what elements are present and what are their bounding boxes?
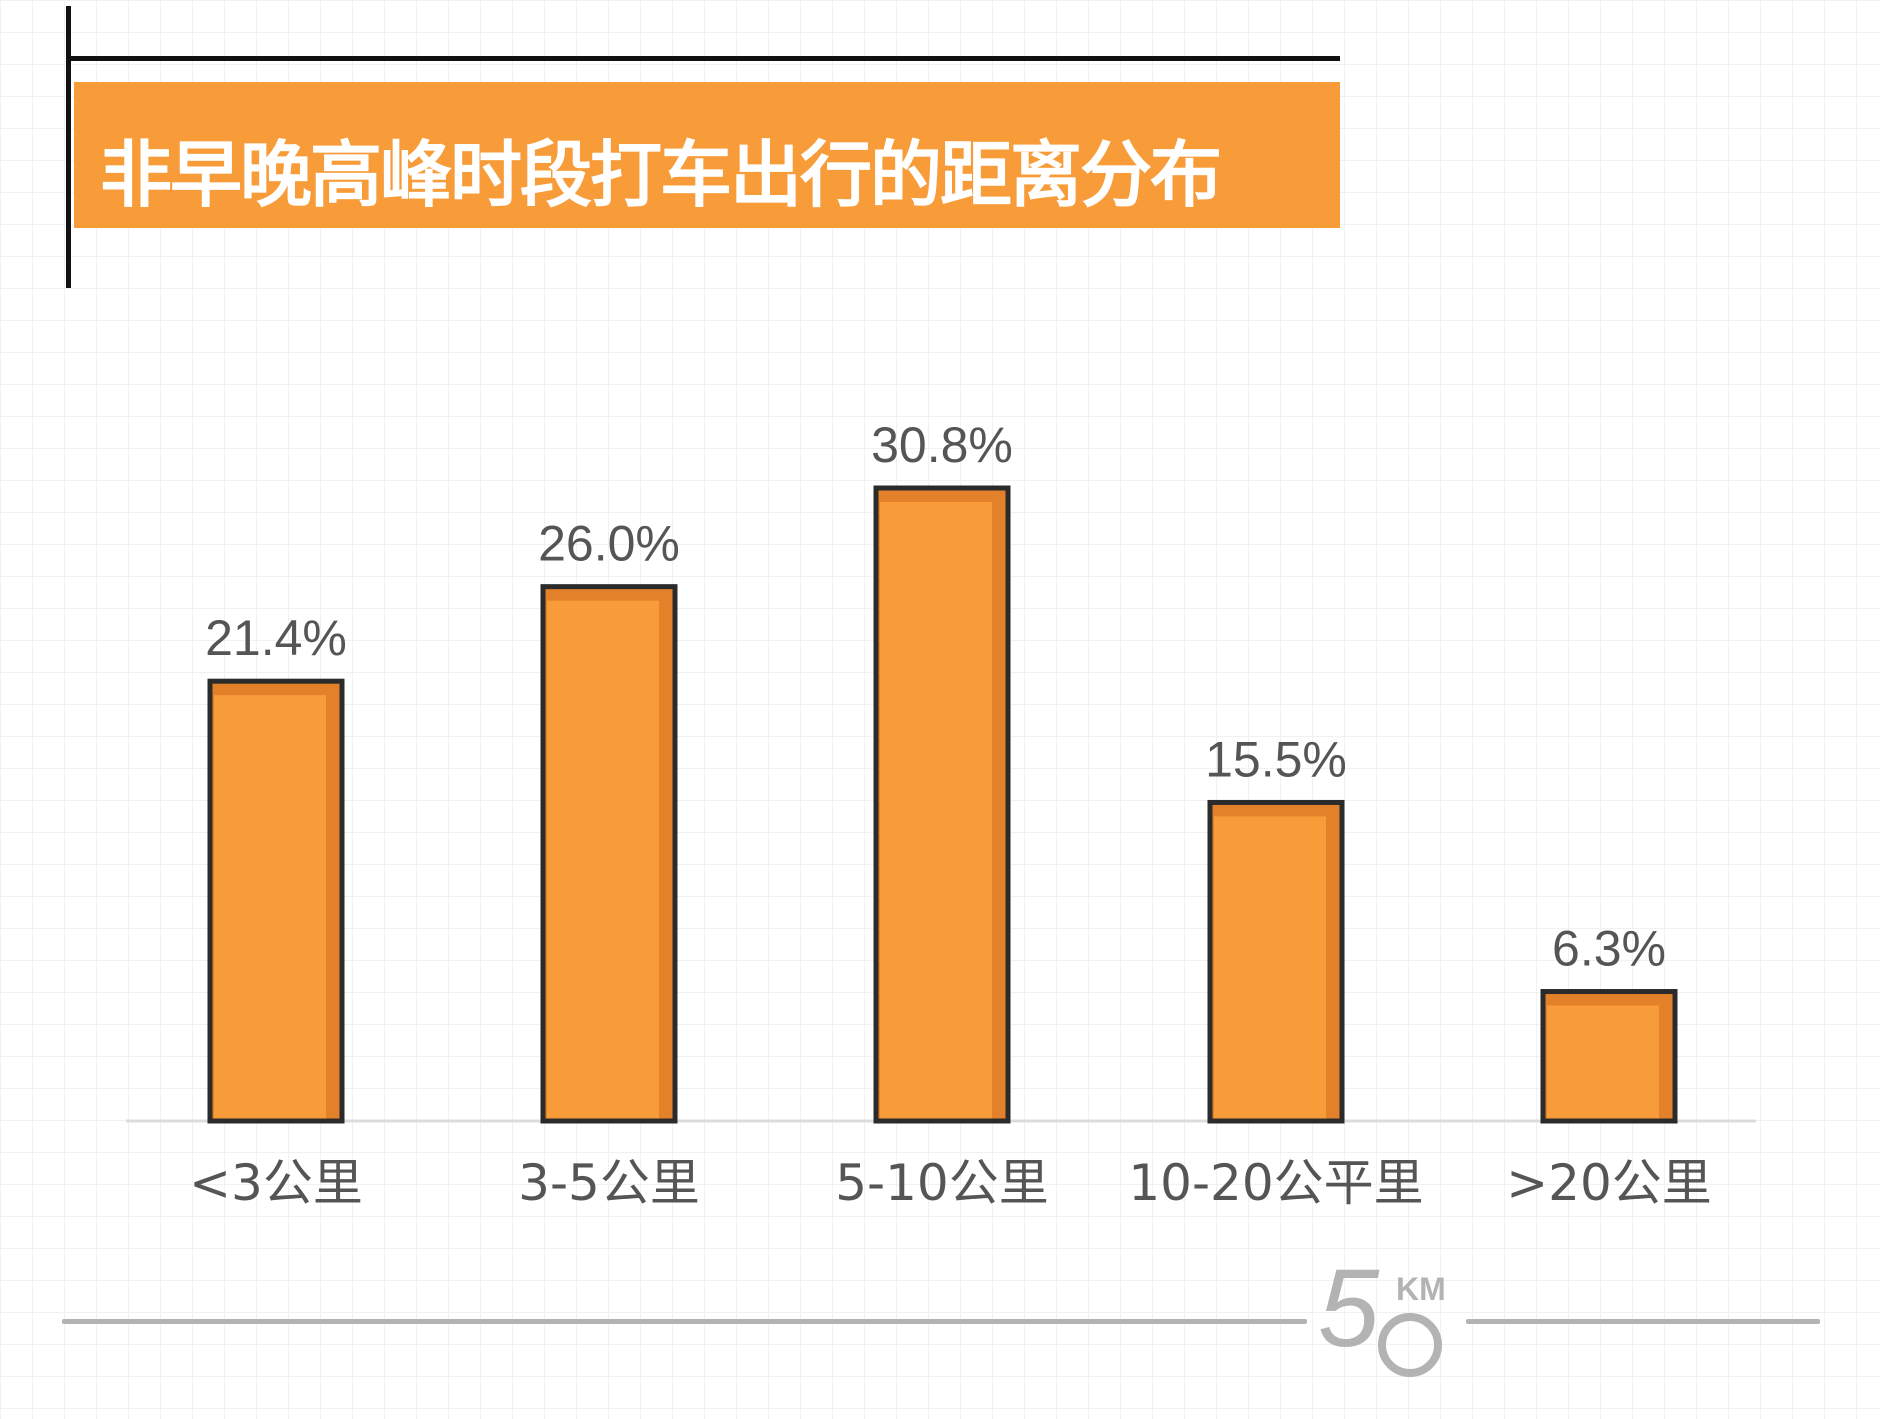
category-label: >20公里 [1506,1154,1712,1212]
bar-outline [1207,799,1345,1124]
bar-highlight [880,502,992,1121]
bar-outline [207,678,345,1124]
footer-line-left [62,1319,1307,1324]
value-label: 26.0% [538,516,680,572]
category-label: 10-20公平里 [1128,1154,1423,1212]
category-label: 3-5公里 [518,1154,700,1212]
category-label: <3公里 [189,1154,363,1212]
value-label: 6.3% [1552,921,1666,977]
value-label: 30.8% [871,417,1013,473]
bar-outline [873,485,1011,1124]
logo-number: 5 [1318,1247,1380,1370]
logo-circle-icon [1378,1313,1442,1377]
value-label: 15.5% [1205,731,1347,787]
bar-highlight [214,695,326,1121]
bar-outline [540,584,678,1124]
chart-title: 非早晚高峰时段打车出行的距离分布 [100,133,1222,217]
value-label: 21.4% [205,610,347,666]
bar-highlight [547,600,659,1121]
footer-line-right [1466,1319,1820,1324]
bar-highlight [1214,816,1326,1121]
logo-unit: KM [1396,1271,1446,1307]
category-label: 5-10公里 [835,1154,1048,1212]
title-accent-horizontal-line [68,56,1340,61]
bar-outline [1540,989,1678,1124]
title-banner [74,82,1340,228]
bar-highlight [1547,1005,1659,1121]
title-accent-vertical-line [66,6,71,288]
